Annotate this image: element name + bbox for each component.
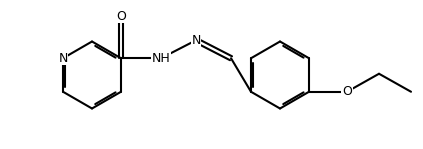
Text: O: O <box>116 10 126 23</box>
Text: N: N <box>58 52 68 65</box>
Text: N: N <box>191 34 201 47</box>
Text: NH: NH <box>151 52 170 65</box>
Text: O: O <box>342 85 352 98</box>
